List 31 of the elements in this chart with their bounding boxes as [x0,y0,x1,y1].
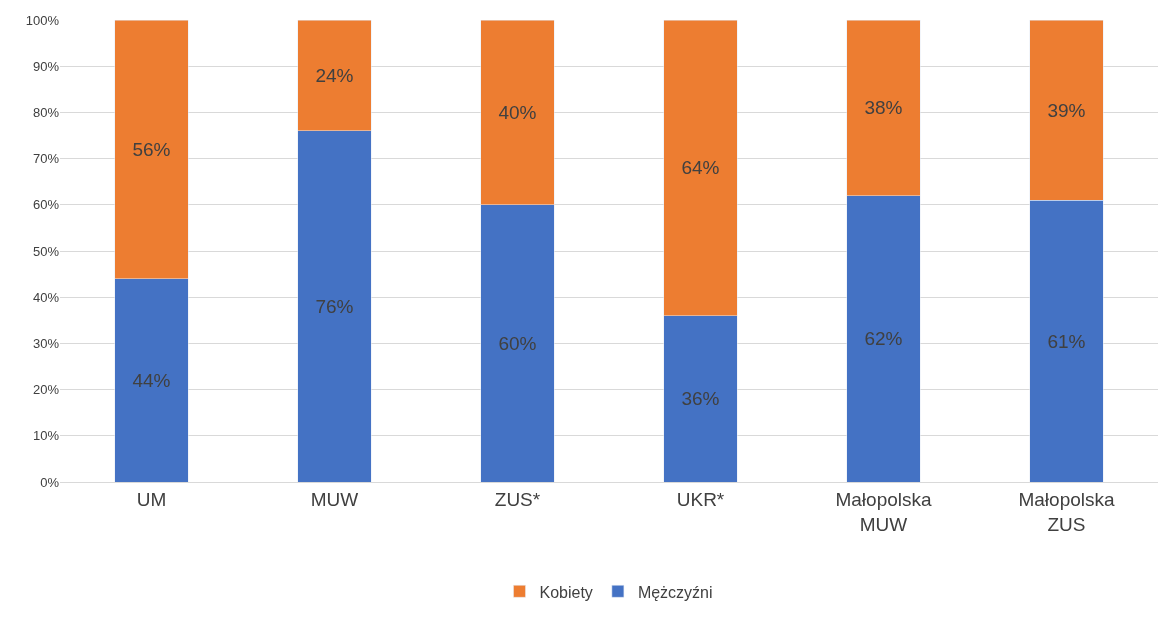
data-label: 38% [864,97,903,119]
x-tick-label: Małopolska MUW [835,488,932,535]
y-tick-label: 20% [32,382,60,398]
data-label: 24% [315,64,354,86]
x-tick-label: ZUS* [494,488,541,510]
y-tick-label: 10% [32,428,60,444]
y-tick-label: 50% [32,243,60,259]
data-label: 64% [681,157,720,179]
y-tick-label: 80% [32,104,60,120]
data-label: 44% [132,369,171,391]
data-label: 62% [864,328,903,350]
x-tick-label: UKR* [676,488,725,510]
data-label: 60% [498,332,537,354]
legend-label: Kobiety [539,583,593,601]
y-tick-label: 100% [25,12,60,28]
data-label: 36% [681,388,720,410]
y-tick-label: 0% [40,474,60,490]
data-label: 56% [132,138,171,160]
x-tick-label: UM [136,488,167,510]
data-label: 61% [1047,330,1086,352]
x-tick-label: MUW [310,488,359,510]
y-tick-label: 30% [32,335,60,351]
y-tick-label: 60% [32,197,60,213]
x-tick-label: Małopolska ZUS [1018,488,1115,535]
data-label: 76% [315,295,354,317]
data-label: 40% [498,101,537,123]
y-tick-label: 70% [32,151,60,167]
data-label: 39% [1047,99,1086,121]
legend-label: Mężczyźni [637,583,713,601]
y-tick-label: 90% [32,58,60,74]
y-tick-label: 40% [32,289,60,305]
